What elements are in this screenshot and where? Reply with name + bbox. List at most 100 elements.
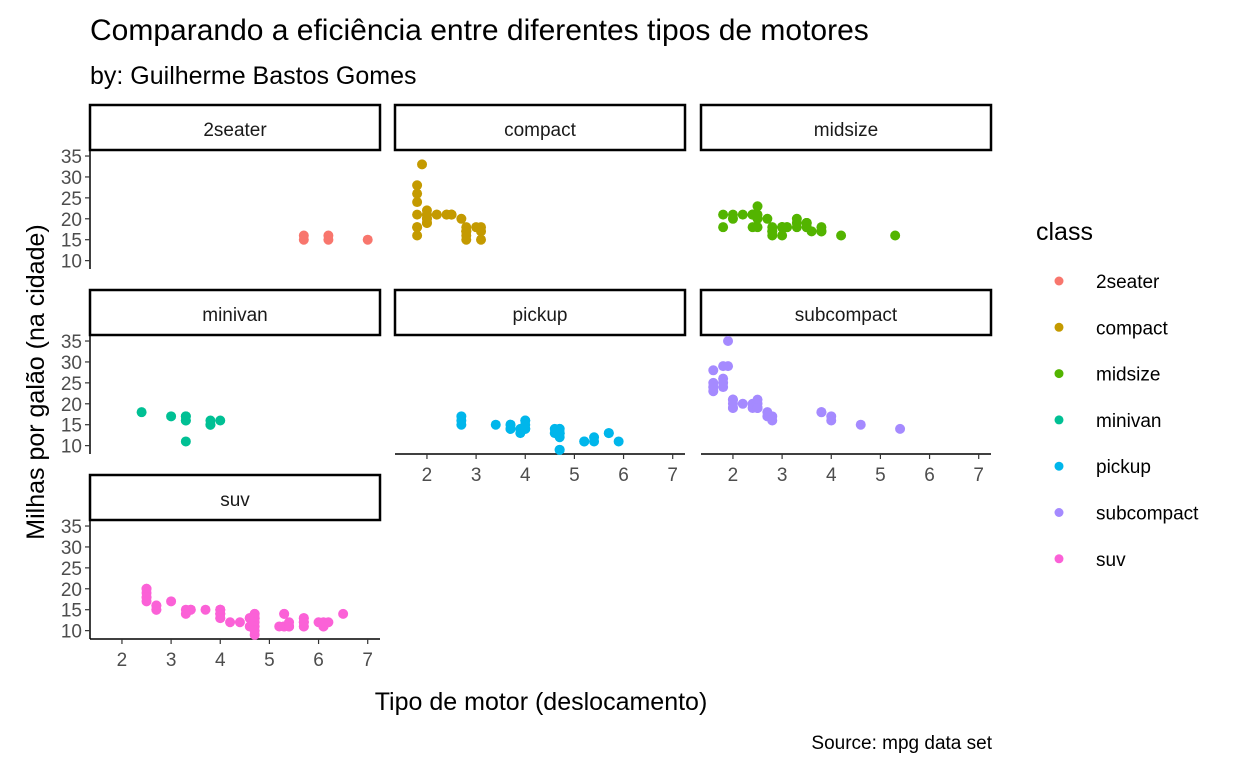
y-tick-label: 20 bbox=[61, 210, 82, 231]
legend-item-suv: suv bbox=[1054, 550, 1126, 571]
data-point-subcompact bbox=[855, 419, 866, 430]
data-point-pickup bbox=[490, 419, 501, 430]
x-tick-label: 3 bbox=[777, 465, 788, 486]
data-point-pickup bbox=[520, 415, 531, 426]
legend-item-minivan: minivan bbox=[1054, 411, 1161, 432]
legend: 2seater compact midsize minivan pickup subcom… bbox=[1054, 272, 1199, 571]
data-point-2seater bbox=[298, 234, 309, 245]
y-tick-label: 15 bbox=[61, 231, 82, 252]
data-point-minivan bbox=[215, 415, 226, 426]
data-point-subcompact bbox=[762, 411, 773, 422]
facet-panel-midsize: midsize bbox=[699, 103, 993, 241]
data-point-pickup bbox=[554, 444, 565, 455]
x-tick-label: 6 bbox=[618, 465, 629, 486]
x-tick-label: 5 bbox=[264, 650, 275, 671]
x-tick-label: 7 bbox=[362, 650, 373, 671]
data-point-midsize bbox=[727, 209, 738, 220]
data-point-midsize bbox=[718, 222, 729, 233]
facet-strip-label: midsize bbox=[814, 120, 878, 141]
data-point-midsize bbox=[816, 226, 827, 237]
data-point-pickup bbox=[456, 411, 467, 422]
facet-strip-label: minivan bbox=[202, 305, 267, 326]
data-point-compact bbox=[412, 180, 423, 191]
legend-item-compact: compact bbox=[1054, 318, 1169, 339]
data-point-subcompact bbox=[718, 382, 729, 393]
data-point-minivan bbox=[136, 407, 147, 418]
data-point-midsize bbox=[718, 209, 729, 220]
y-tick-label: 30 bbox=[61, 538, 82, 559]
y-tick-label: 15 bbox=[61, 416, 82, 437]
facet-panel-pickup: pickup 2 3 4 5 6 7 bbox=[393, 288, 687, 486]
data-point-subcompact bbox=[737, 398, 748, 409]
data-point-subcompact bbox=[727, 402, 738, 413]
facet-panel-compact: compact bbox=[393, 103, 687, 245]
data-point-compact bbox=[471, 222, 482, 233]
data-point-midsize bbox=[737, 209, 748, 220]
y-tick-label: 25 bbox=[61, 559, 82, 580]
data-point-compact bbox=[421, 209, 432, 220]
legend-label: midsize bbox=[1096, 365, 1160, 386]
legend-label: pickup bbox=[1096, 457, 1151, 478]
data-point-compact bbox=[461, 226, 472, 237]
data-point-compact bbox=[417, 159, 428, 170]
data-point-suv bbox=[141, 596, 152, 607]
y-tick-label: 20 bbox=[61, 580, 82, 601]
data-point-pickup bbox=[579, 436, 590, 447]
facet-strip-label: subcompact bbox=[795, 305, 898, 326]
data-point-midsize bbox=[836, 230, 847, 241]
legend-label: suv bbox=[1096, 550, 1126, 571]
data-point-midsize bbox=[752, 201, 763, 212]
data-point-suv bbox=[274, 621, 285, 632]
data-point-suv bbox=[166, 596, 177, 607]
facet-strip bbox=[88, 288, 382, 337]
data-point-suv bbox=[323, 617, 334, 628]
data-point-suv bbox=[180, 608, 191, 619]
facet-strip bbox=[393, 288, 687, 337]
data-point-midsize bbox=[777, 222, 788, 233]
y-tick-label: 10 bbox=[61, 622, 82, 643]
data-point-suv bbox=[249, 625, 260, 636]
data-point-midsize bbox=[762, 213, 773, 224]
data-point-midsize bbox=[777, 230, 788, 241]
facet-strip bbox=[699, 288, 993, 337]
data-point-suv bbox=[279, 608, 290, 619]
data-point-compact bbox=[461, 234, 472, 245]
facet-strip bbox=[88, 103, 382, 152]
data-point-2seater bbox=[323, 234, 334, 245]
data-point-subcompact bbox=[718, 361, 729, 372]
data-point-midsize bbox=[752, 222, 763, 233]
x-axis-title: Tipo de motor (deslocamento) bbox=[375, 688, 708, 716]
data-point-suv bbox=[141, 583, 152, 594]
y-tick-label: 10 bbox=[61, 437, 82, 458]
legend-key bbox=[1054, 322, 1064, 332]
facet-panel-subcompact: subcompact 2 3 4 5 6 7 bbox=[699, 288, 993, 486]
data-point-compact bbox=[431, 209, 442, 220]
data-point-pickup bbox=[505, 419, 516, 430]
legend-item-2seater: 2seater bbox=[1054, 272, 1160, 293]
data-point-subcompact bbox=[895, 423, 906, 434]
data-point-subcompact bbox=[826, 415, 837, 426]
data-point-compact bbox=[412, 209, 423, 220]
legend-key bbox=[1054, 369, 1064, 379]
x-tick-label: 4 bbox=[826, 465, 837, 486]
data-point-suv bbox=[151, 604, 162, 615]
legend-item-subcompact: subcompact bbox=[1054, 504, 1199, 525]
data-point-subcompact bbox=[708, 365, 719, 376]
data-point-suv bbox=[234, 617, 245, 628]
x-tick-label: 4 bbox=[520, 465, 531, 486]
data-point-midsize bbox=[767, 226, 778, 237]
data-point-minivan bbox=[205, 415, 216, 426]
data-point-subcompact bbox=[816, 407, 827, 418]
legend-key bbox=[1054, 461, 1064, 471]
x-tick-label: 3 bbox=[166, 650, 177, 671]
y-tick-label: 10 bbox=[61, 252, 82, 273]
x-tick-label: 3 bbox=[471, 465, 482, 486]
legend-key bbox=[1054, 508, 1064, 517]
legend-label: subcompact bbox=[1096, 504, 1199, 525]
y-tick-label: 30 bbox=[61, 168, 82, 189]
data-point-suv bbox=[215, 613, 226, 624]
legend-key bbox=[1054, 276, 1064, 286]
